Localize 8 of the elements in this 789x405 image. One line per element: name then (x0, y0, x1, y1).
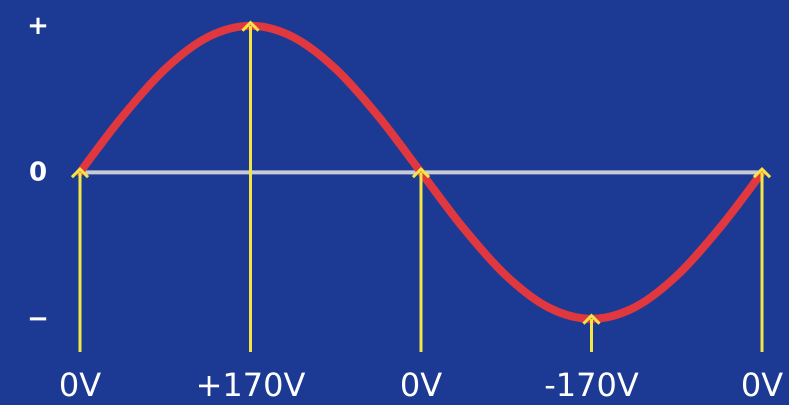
text: 0 (28, 157, 48, 188)
data-label: 0V (740, 366, 784, 404)
data-label: +170V (196, 366, 306, 404)
text: − (27, 304, 49, 334)
data-label: 0V (400, 366, 442, 404)
data-label: -170V (544, 366, 639, 404)
text: + (27, 10, 49, 41)
data-label: 0V (58, 366, 102, 404)
